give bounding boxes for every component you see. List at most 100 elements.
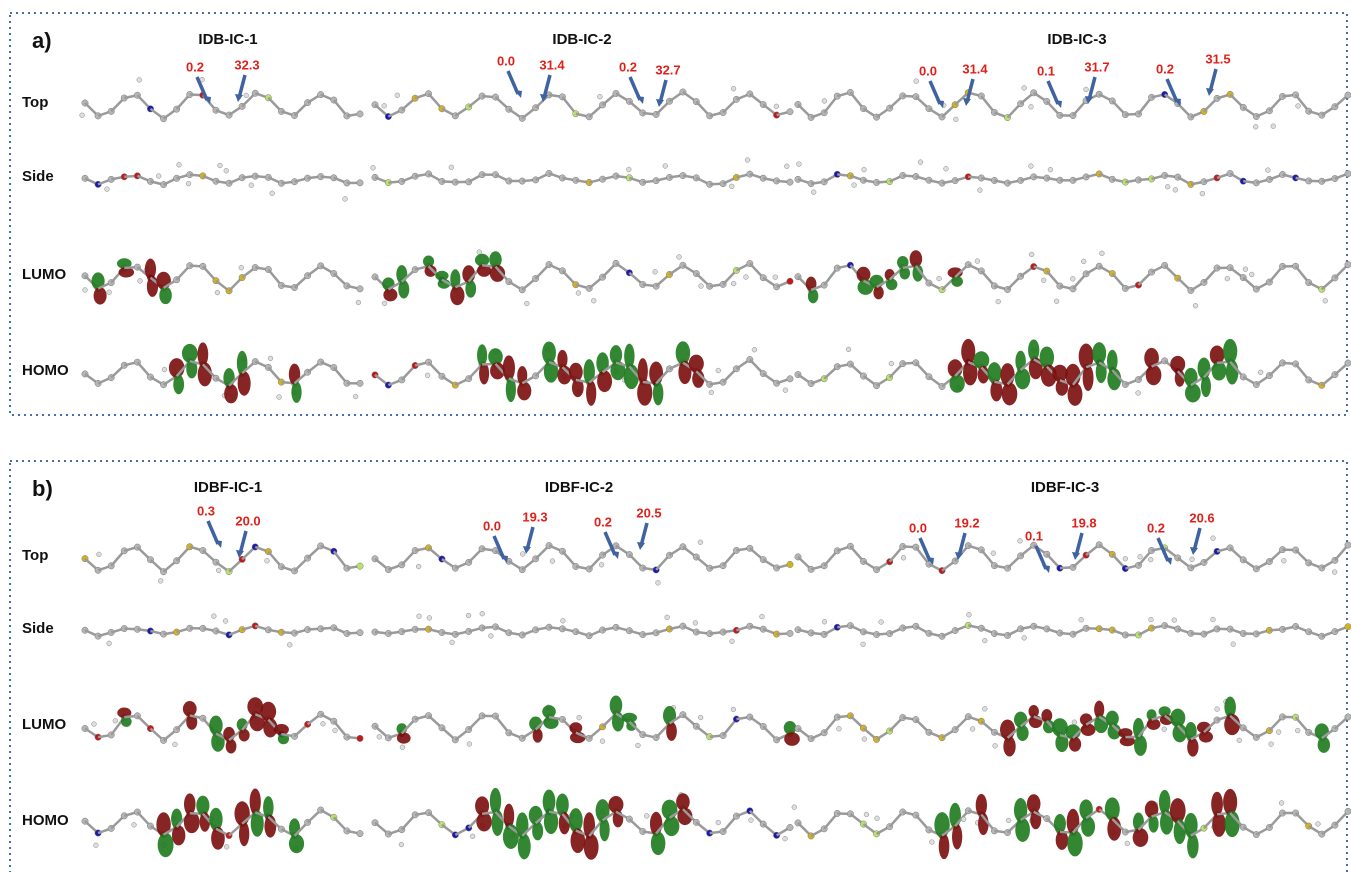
- atom: [105, 187, 110, 192]
- orbital-lobe: [610, 345, 622, 364]
- atom: [158, 578, 163, 583]
- orbital-lobe: [886, 279, 897, 291]
- arrow: [1194, 528, 1200, 551]
- orbital-lobe: [1106, 711, 1119, 727]
- dihedral-angle: 20.6: [1189, 510, 1214, 525]
- row-label: Side: [22, 620, 54, 637]
- orbital-lobe: [951, 276, 963, 287]
- atom: [173, 742, 178, 747]
- orbital-lobe: [397, 733, 411, 744]
- orbital-lobe: [1052, 718, 1068, 736]
- orbital-lobe: [476, 812, 491, 831]
- atom: [749, 818, 754, 823]
- atom: [356, 300, 361, 305]
- molecule: [795, 536, 1351, 575]
- atom: [1054, 299, 1059, 304]
- orbital-lobe: [517, 382, 531, 401]
- arrow-head: [636, 96, 644, 104]
- atom: [745, 158, 750, 163]
- orbital-lobe: [608, 796, 623, 813]
- atom: [162, 367, 167, 372]
- atom: [107, 641, 112, 646]
- atom: [862, 167, 867, 172]
- arrow-head: [637, 542, 645, 550]
- orbital-lobe: [1015, 368, 1030, 389]
- atom: [239, 265, 244, 270]
- atom: [357, 380, 363, 386]
- row-label: Top: [22, 547, 48, 564]
- atom: [600, 739, 605, 744]
- atom: [224, 844, 229, 849]
- atom: [1253, 124, 1258, 129]
- molecule: [371, 158, 794, 189]
- atom: [97, 552, 102, 557]
- atom: [864, 812, 869, 817]
- atom: [488, 633, 493, 638]
- atom: [787, 824, 793, 830]
- orbital-lobe: [1092, 342, 1106, 364]
- orbital-lobe: [398, 280, 409, 298]
- atom: [656, 580, 661, 585]
- atom: [520, 552, 525, 557]
- molecule: [82, 342, 363, 403]
- molecule: [795, 79, 1351, 129]
- orbital-lobe: [239, 729, 250, 742]
- atom: [1243, 267, 1248, 272]
- orbital-lobe: [1212, 361, 1227, 380]
- atom: [937, 276, 942, 281]
- atom: [357, 111, 363, 117]
- dihedral-angle: 0.0: [919, 63, 937, 78]
- orbital-lobe: [1068, 383, 1083, 406]
- atom: [466, 613, 471, 618]
- atom: [783, 836, 788, 841]
- atom: [333, 728, 338, 733]
- molecule: [372, 788, 793, 860]
- atom: [357, 286, 363, 292]
- molecule: [82, 697, 363, 753]
- orbital-lobe: [973, 351, 989, 369]
- molecule: [372, 86, 793, 121]
- atom: [244, 93, 249, 98]
- atom: [967, 612, 972, 617]
- atom: [698, 540, 703, 545]
- atom: [822, 619, 827, 624]
- orbital-lobe: [599, 818, 609, 841]
- atom: [1099, 251, 1104, 256]
- molecule: [795, 697, 1351, 757]
- atom: [470, 834, 475, 839]
- dihedral-angle: 32.7: [655, 62, 680, 77]
- atom: [730, 639, 735, 644]
- orbital-lobe: [1027, 794, 1041, 813]
- atom: [1136, 391, 1141, 396]
- atom: [1172, 618, 1177, 623]
- atom: [787, 561, 793, 567]
- atom: [1271, 124, 1276, 129]
- arrow-head: [1164, 557, 1172, 565]
- atom: [862, 737, 867, 742]
- orbital-lobe: [1201, 376, 1211, 398]
- orbital-lobe: [435, 271, 448, 281]
- orbital-lobe: [910, 250, 923, 267]
- atom: [137, 77, 142, 82]
- atom: [224, 168, 229, 173]
- atom: [914, 79, 919, 84]
- atom: [132, 822, 137, 827]
- atom: [215, 290, 220, 295]
- orbital-lobe: [196, 796, 209, 816]
- row-label: Top: [22, 94, 48, 111]
- arrow-head: [514, 90, 522, 98]
- atom: [591, 298, 596, 303]
- molecule: [82, 614, 363, 647]
- atom: [113, 718, 118, 723]
- orbital-lobe: [209, 808, 222, 831]
- atom: [1345, 714, 1351, 720]
- atom: [1029, 104, 1034, 109]
- atom: [796, 162, 801, 167]
- molecule: [792, 789, 1351, 859]
- orbital-lobe: [664, 816, 680, 836]
- orbital-lobe: [569, 808, 583, 833]
- atom: [663, 164, 668, 169]
- orbital-lobe: [651, 832, 666, 856]
- atom: [427, 616, 432, 621]
- orbital-lobe: [518, 834, 531, 860]
